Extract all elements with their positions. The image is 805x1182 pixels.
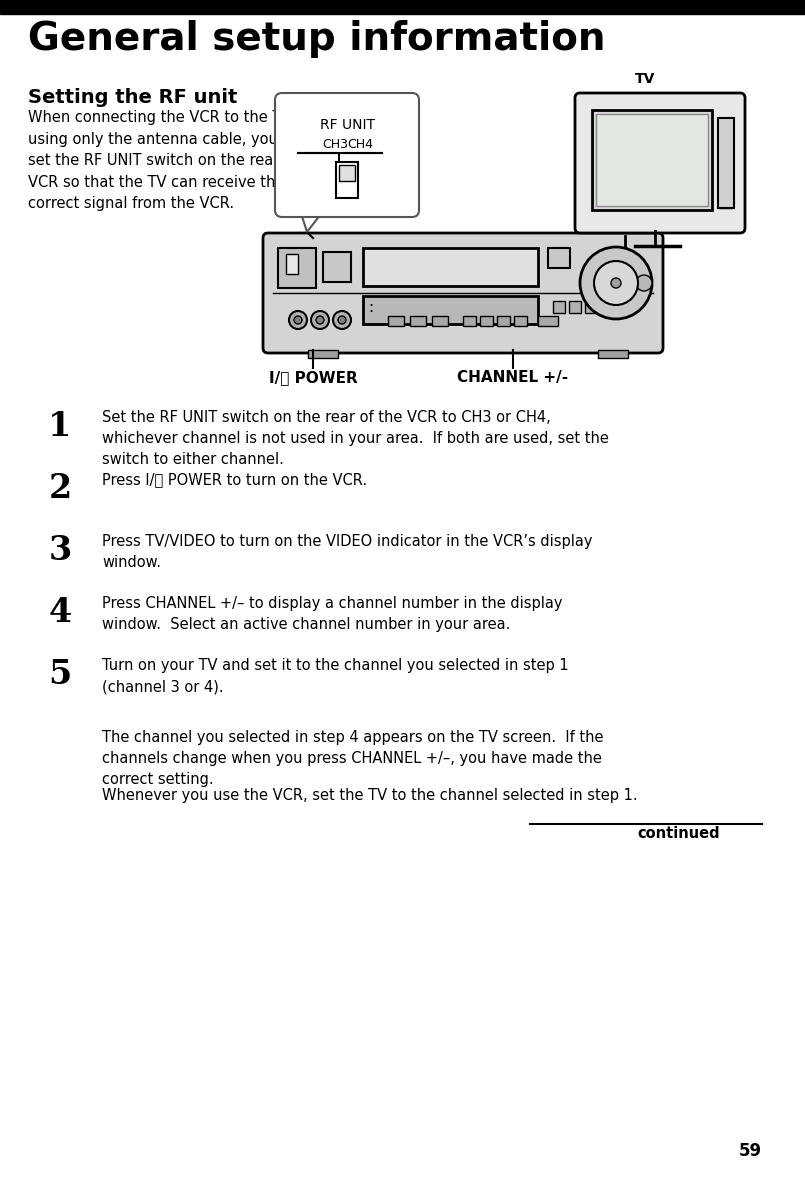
Bar	[598, 350, 628, 358]
Bar	[514, 316, 527, 326]
Text: Press CHANNEL +/– to display a channel number in the display
window.  Select an : Press CHANNEL +/– to display a channel n…	[102, 596, 563, 632]
Circle shape	[333, 311, 351, 329]
Bar	[339, 165, 355, 181]
Text: 3: 3	[48, 534, 72, 567]
Text: Setting the RF unit: Setting the RF unit	[28, 87, 237, 108]
Text: Set the RF UNIT switch on the rear of the VCR to CH3 or CH4,
whichever channel i: Set the RF UNIT switch on the rear of th…	[102, 410, 609, 467]
Text: RF UNIT: RF UNIT	[320, 118, 374, 132]
FancyBboxPatch shape	[275, 93, 419, 217]
Bar	[553, 301, 565, 313]
Bar	[286, 254, 298, 274]
Text: CHANNEL +/-: CHANNEL +/-	[457, 370, 568, 385]
Bar	[336, 162, 358, 199]
Circle shape	[311, 311, 329, 329]
Circle shape	[580, 247, 652, 319]
FancyBboxPatch shape	[575, 93, 745, 233]
Text: 2: 2	[48, 472, 72, 505]
Text: :: :	[368, 300, 374, 314]
Bar	[585, 301, 597, 313]
Text: The channel you selected in step 4 appears on the TV screen.  If the
channels ch: The channel you selected in step 4 appea…	[102, 730, 604, 787]
Text: When connecting the VCR to the TV
using only the antenna cable, you must
set the: When connecting the VCR to the TV using …	[28, 110, 327, 212]
Polygon shape	[300, 210, 324, 232]
Bar	[601, 301, 613, 313]
Circle shape	[594, 261, 638, 305]
Bar	[480, 316, 493, 326]
Bar	[548, 248, 570, 268]
Bar	[497, 316, 510, 326]
Text: CH4: CH4	[347, 138, 373, 151]
Circle shape	[636, 275, 652, 291]
Bar	[569, 301, 581, 313]
Bar	[388, 316, 404, 326]
Text: Whenever you use the VCR, set the TV to the channel selected in step 1.: Whenever you use the VCR, set the TV to …	[102, 788, 638, 803]
Circle shape	[289, 311, 307, 329]
Bar	[323, 252, 351, 282]
Text: Press TV/VIDEO to turn on the VIDEO indicator in the VCR’s display
window.: Press TV/VIDEO to turn on the VIDEO indi…	[102, 534, 592, 570]
Circle shape	[338, 316, 346, 324]
Text: Turn on your TV and set it to the channel you selected in step 1
(channel 3 or 4: Turn on your TV and set it to the channe…	[102, 658, 568, 694]
Text: 4: 4	[48, 596, 72, 629]
Bar	[463, 316, 476, 326]
Bar	[538, 316, 558, 326]
Text: 5: 5	[48, 658, 72, 691]
Text: CH3: CH3	[322, 138, 348, 151]
Circle shape	[611, 278, 621, 288]
FancyBboxPatch shape	[263, 233, 663, 353]
Text: I/⏽ POWER: I/⏽ POWER	[269, 370, 357, 385]
Bar	[410, 316, 426, 326]
Circle shape	[294, 316, 302, 324]
Bar	[596, 113, 708, 206]
Text: TV: TV	[635, 72, 655, 86]
Text: 59: 59	[739, 1142, 762, 1160]
Text: 1: 1	[48, 410, 72, 443]
Bar	[718, 118, 734, 208]
Circle shape	[316, 316, 324, 324]
Bar	[363, 296, 538, 324]
Bar	[432, 316, 448, 326]
Text: General setup information: General setup information	[28, 20, 605, 58]
Bar	[278, 248, 316, 288]
Bar	[0, 0, 805, 14]
Bar	[308, 350, 338, 358]
Text: continued: continued	[638, 826, 720, 842]
Bar	[363, 248, 538, 286]
Text: Press I/⏽ POWER to turn on the VCR.: Press I/⏽ POWER to turn on the VCR.	[102, 472, 367, 487]
Bar	[592, 110, 712, 210]
